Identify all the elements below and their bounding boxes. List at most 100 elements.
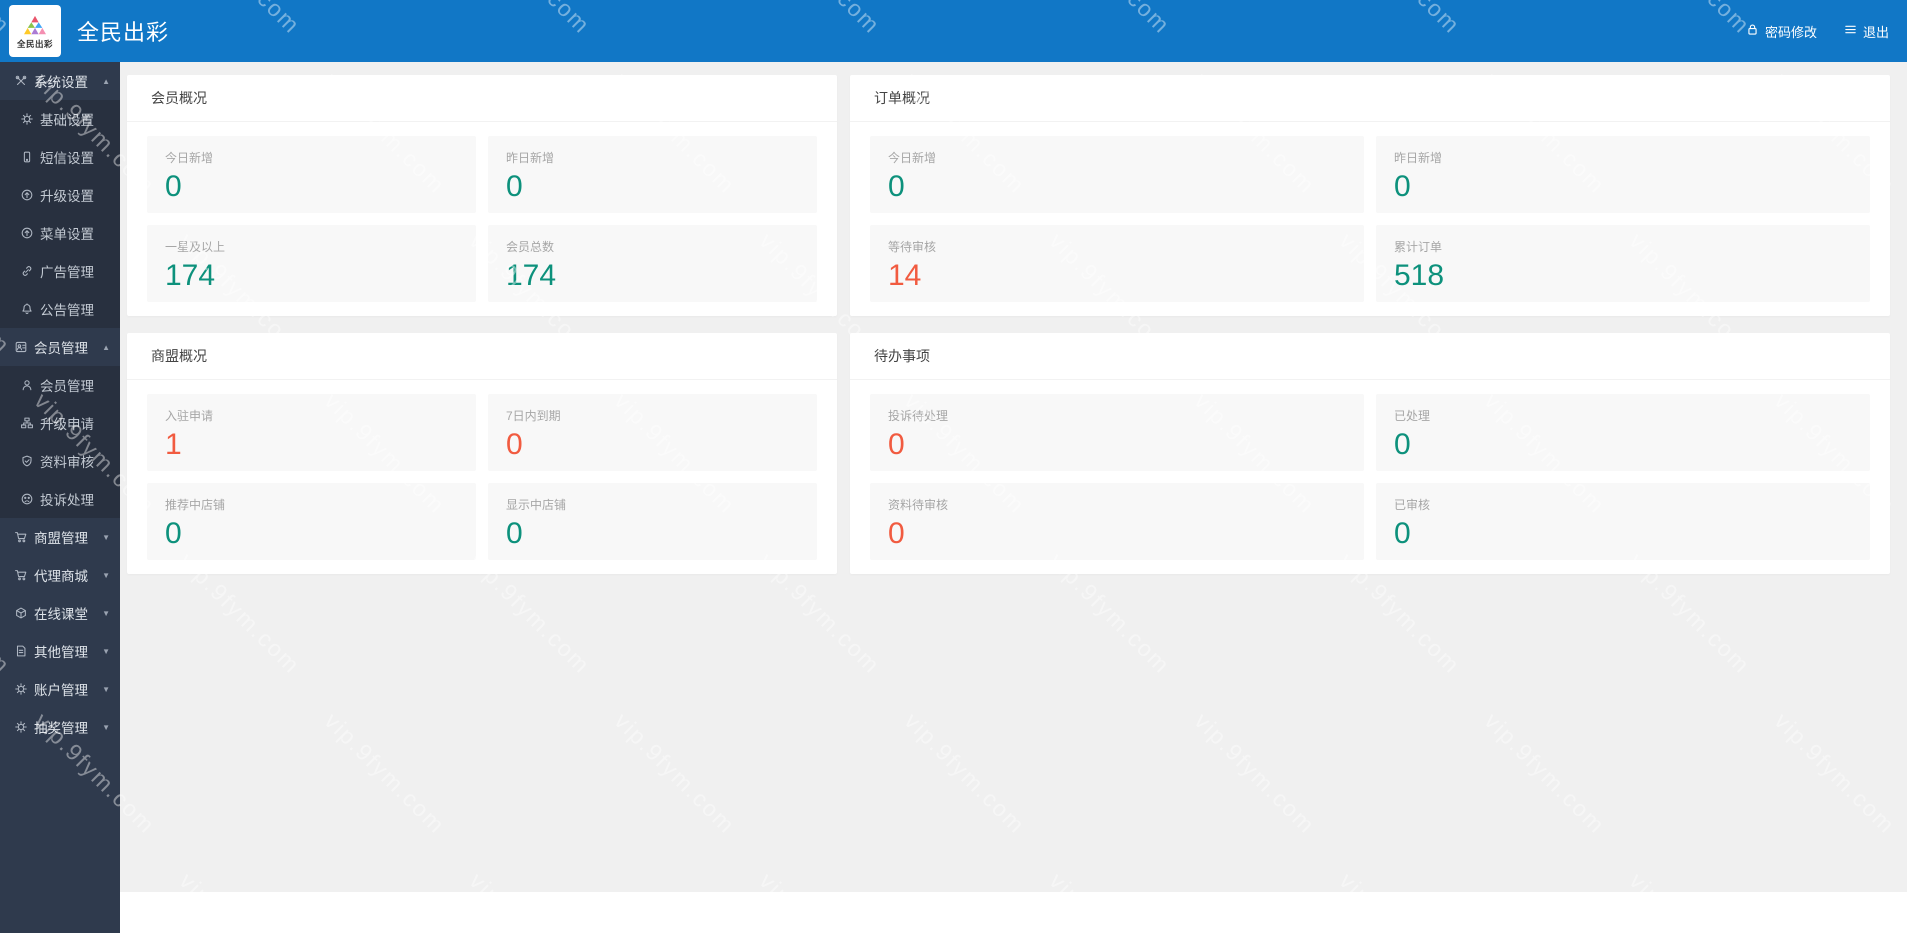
sidebar-item-lottery-management[interactable]: 抽奖管理 ▼: [0, 708, 120, 746]
app-logo[interactable]: 全民出彩: [9, 5, 61, 57]
panel-title: 待办事项: [850, 333, 1890, 380]
stat-card: 已处理 0: [1376, 394, 1870, 471]
logout-button[interactable]: 退出: [1843, 22, 1889, 41]
file-icon: [13, 644, 28, 659]
stat-card: 今日新增 0: [147, 136, 476, 213]
stat-label: 今日新增: [888, 151, 937, 165]
chevron-down-icon: ▼: [102, 646, 110, 656]
sidebar-item-announcement-management[interactable]: 公告管理: [0, 290, 120, 328]
stat-value: 174: [506, 259, 557, 292]
chevron-up-icon: ▲: [102, 76, 110, 86]
chevron-down-icon: ▼: [102, 684, 110, 694]
stat-value: 0: [888, 170, 905, 203]
bell-icon: [19, 302, 34, 317]
sidebar-nav: 系统设置 ▲ 基础设置 短信设置 升级设置 菜单设置 广告管理: [0, 62, 120, 933]
lock-icon: [1745, 22, 1760, 40]
sidebar-item-menu-settings[interactable]: 菜单设置: [0, 214, 120, 252]
stat-card: 资料待审核 0: [870, 483, 1364, 560]
menu-icon: [1843, 22, 1858, 40]
sidebar-item-agent-mall[interactable]: 代理商城 ▼: [0, 556, 120, 594]
stat-label: 昨日新增: [506, 151, 555, 165]
cart-icon: [13, 530, 28, 545]
chevron-down-icon: ▼: [102, 570, 110, 580]
main-area: 会员概况 今日新增 0 昨日新增 0 一星及以上 174: [120, 62, 1907, 933]
stat-label: 累计订单: [1394, 240, 1443, 254]
sidebar-item-member-management-sub[interactable]: 会员管理: [0, 366, 120, 404]
sidebar-item-other-management[interactable]: 其他管理 ▼: [0, 632, 120, 670]
stat-value: 0: [506, 517, 523, 550]
sidebar-item-online-classroom[interactable]: 在线课堂 ▼: [0, 594, 120, 632]
stat-card: 累计订单 518: [1376, 225, 1870, 302]
sidebar-item-complaint-handling[interactable]: 投诉处理: [0, 480, 120, 518]
stat-value: 0: [888, 517, 905, 550]
stat-label: 今日新增: [165, 151, 214, 165]
panel-alliance-overview: 商盟概况 入驻申请 1 7日内到期 0 推荐中店铺 0: [127, 333, 837, 574]
panel-todo-items: 待办事项 投诉待处理 0 已处理 0 资料待审核 0: [850, 333, 1890, 574]
sidebar-item-upgrade-settings[interactable]: 升级设置: [0, 176, 120, 214]
user-icon: [19, 378, 34, 393]
sidebar-item-upgrade-application[interactable]: 升级申请: [0, 404, 120, 442]
stat-value: 174: [165, 259, 216, 292]
stat-card: 入驻申请 1: [147, 394, 476, 471]
stat-value: 0: [1394, 517, 1411, 550]
link-icon: [19, 264, 34, 279]
sidebar-item-account-management[interactable]: 账户管理 ▼: [0, 670, 120, 708]
chevron-up-icon: ▲: [102, 342, 110, 352]
stat-card: 推荐中店铺 0: [147, 483, 476, 560]
stat-value: 0: [888, 428, 905, 461]
shield-check-icon: [19, 454, 34, 469]
stat-value: 0: [165, 517, 182, 550]
change-password-button[interactable]: 密码修改: [1745, 22, 1817, 41]
arrow-up-circle-icon: [19, 226, 34, 241]
panel-title: 会员概况: [127, 75, 837, 122]
sidebar-item-ad-management[interactable]: 广告管理: [0, 252, 120, 290]
change-password-label: 密码修改: [1764, 24, 1817, 40]
stat-card: 昨日新增 0: [488, 136, 817, 213]
stat-value: 0: [1394, 170, 1411, 203]
user-card-icon: [13, 340, 28, 355]
sidebar-item-basic-settings[interactable]: 基础设置: [0, 100, 120, 138]
stat-value: 14: [888, 259, 922, 292]
sidebar-item-data-review[interactable]: 资料审核: [0, 442, 120, 480]
gear-icon: [13, 682, 28, 697]
stat-card: 昨日新增 0: [1376, 136, 1870, 213]
phone-icon: [19, 150, 34, 165]
stat-label: 会员总数: [506, 240, 555, 254]
stat-label: 昨日新增: [1394, 151, 1443, 165]
stat-value: 0: [1394, 428, 1411, 461]
sitemap-icon: [19, 416, 34, 431]
panel-title: 订单概况: [850, 75, 1890, 122]
logo-text: 全民出彩: [16, 38, 53, 49]
stat-card: 显示中店铺 0: [488, 483, 817, 560]
gear-icon: [19, 112, 34, 127]
stat-label: 推荐中店铺: [165, 498, 226, 512]
panel-order-overview: 订单概况 今日新增 0 昨日新增 0 等待审核 14: [850, 75, 1890, 316]
panel-title: 商盟概况: [127, 333, 837, 380]
stat-card: 今日新增 0: [870, 136, 1364, 213]
stat-label: 已审核: [1394, 498, 1431, 512]
frown-icon: [19, 492, 34, 507]
stat-card: 会员总数 174: [488, 225, 817, 302]
stat-card: 7日内到期 0: [488, 394, 817, 471]
stat-label: 7日内到期: [506, 409, 561, 423]
top-header: 全民出彩 全民出彩 密码修改 退出: [0, 0, 1907, 62]
sidebar-item-sms-settings[interactable]: 短信设置: [0, 138, 120, 176]
sidebar-item-alliance-management[interactable]: 商盟管理 ▼: [0, 518, 120, 556]
sidebar-item-system-settings[interactable]: 系统设置 ▲: [0, 62, 120, 100]
stat-value: 0: [506, 170, 523, 203]
logo-triangle-icon: [24, 15, 46, 34]
stat-value: 1: [165, 428, 182, 461]
cart-icon: [13, 568, 28, 583]
system-settings-submenu: 基础设置 短信设置 升级设置 菜单设置 广告管理 公告管理: [0, 100, 120, 328]
arrow-up-circle-icon: [19, 188, 34, 203]
content-area: 会员概况 今日新增 0 昨日新增 0 一星及以上 174: [120, 62, 1907, 892]
chevron-down-icon: ▼: [102, 722, 110, 732]
sidebar-item-member-management[interactable]: 会员管理 ▲: [0, 328, 120, 366]
stat-label: 显示中店铺: [506, 498, 567, 512]
cube-icon: [13, 606, 28, 621]
stat-value: 0: [165, 170, 182, 203]
stat-label: 等待审核: [888, 240, 937, 254]
stat-card: 等待审核 14: [870, 225, 1364, 302]
stat-label: 入驻申请: [165, 409, 214, 423]
